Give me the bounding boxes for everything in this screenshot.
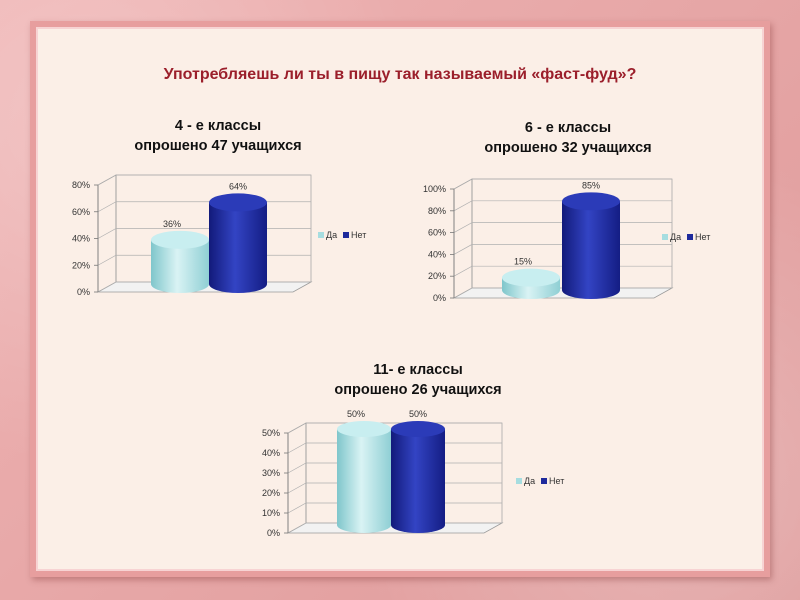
bar-body [562, 201, 620, 299]
legend-swatch [687, 234, 693, 240]
y-tick-label: 40% [72, 234, 90, 244]
y-tick-label: 20% [262, 488, 280, 498]
bar-Нет [391, 421, 445, 533]
legend-swatch [541, 478, 547, 484]
legend-label: Да [670, 232, 681, 242]
chart-title-line: опрошено 47 учащихся [134, 138, 301, 154]
bar-body [151, 239, 209, 293]
y-tick-label: 20% [428, 271, 446, 281]
bar-top [337, 421, 391, 437]
y-tick-label: 60% [428, 228, 446, 238]
legend-label: Да [524, 476, 535, 486]
side-wall [453, 178, 473, 298]
y-tick-label: 50% [262, 428, 280, 438]
chart-title-line: 11- е классы [373, 362, 463, 378]
legend-label: Нет [351, 230, 366, 240]
bar-top [502, 268, 560, 287]
legend-swatch [318, 232, 324, 238]
bar-Да [502, 268, 560, 299]
y-tick-label: 0% [267, 528, 280, 538]
legend-label: Нет [549, 476, 564, 486]
chart-title-line: опрошено 26 учащихся [334, 382, 501, 398]
bar-body [391, 429, 445, 533]
y-tick-label: 80% [428, 206, 446, 216]
bar-body [209, 202, 267, 293]
bar-Да [151, 230, 209, 293]
gridline [97, 201, 311, 213]
y-tick-label: 80% [72, 180, 90, 190]
gridline [453, 178, 672, 190]
data-label: 50% [347, 409, 365, 419]
data-label: 64% [229, 181, 247, 191]
chart-grade-11: 11- е классы опрошено 26 учащихся 0% 10% 20%… [262, 362, 564, 538]
legend-swatch [662, 234, 668, 240]
chart-title-line: 4 - е классы [175, 118, 261, 134]
bar-body [337, 429, 391, 533]
side-wall [287, 422, 307, 533]
data-label: 36% [163, 219, 181, 229]
bar-top [151, 230, 209, 249]
y-tick-label: 30% [262, 468, 280, 478]
legend-swatch [516, 478, 522, 484]
y-tick-label: 40% [262, 448, 280, 458]
y-tick-label: 100% [423, 184, 446, 194]
chart-grade-6: 6 - е классы опрошено 32 учащихся 0% 20% 40%… [423, 120, 710, 303]
bar-top [562, 192, 620, 211]
bar-Да [337, 421, 391, 533]
bar-Нет [209, 193, 267, 293]
y-tick-label: 10% [262, 508, 280, 518]
legend-swatch [343, 232, 349, 238]
y-tick-label: 60% [72, 207, 90, 217]
gridline [287, 422, 502, 434]
slide-title: Употребляешь ли ты в пищу так называемый… [163, 66, 637, 83]
chart-grade-4: 4 - е классы опрошено 47 учащихся 0% 20% 40%… [72, 118, 366, 297]
legend-label: Нет [695, 232, 710, 242]
y-tick-label: 0% [77, 287, 90, 297]
chart-title-line: 6 - е классы [525, 120, 611, 136]
bar-top [391, 421, 445, 437]
bar-Нет [562, 192, 620, 299]
data-label: 15% [514, 257, 532, 267]
legend-label: Да [326, 230, 337, 240]
y-tick-label: 0% [433, 293, 446, 303]
y-tick-label: 40% [428, 249, 446, 259]
gridline [97, 174, 311, 186]
y-tick-label: 20% [72, 260, 90, 270]
data-label: 85% [582, 180, 600, 190]
chart-title-line: опрошено 32 учащихся [484, 140, 651, 156]
bar-top [209, 193, 267, 212]
data-label: 50% [409, 409, 427, 419]
